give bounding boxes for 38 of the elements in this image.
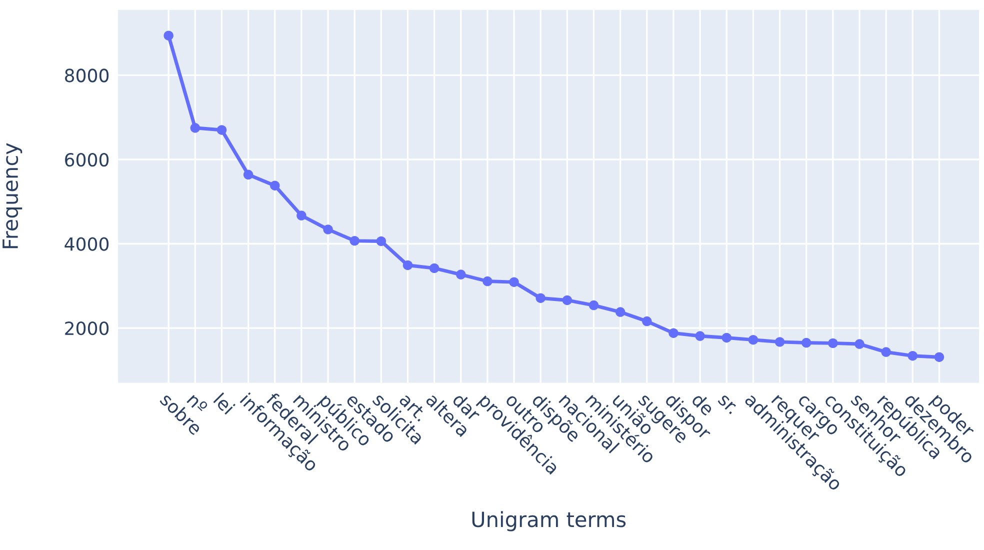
point: [588, 300, 599, 310]
x-axis-title: Unigram terms: [472, 511, 626, 532]
point: [748, 334, 758, 345]
point: [881, 347, 891, 357]
point: [774, 337, 785, 347]
point: [509, 277, 519, 287]
x-tick-label: lei: [213, 392, 236, 415]
point: [243, 170, 254, 180]
point: [482, 276, 492, 286]
point: [536, 293, 546, 303]
point: [190, 123, 200, 133]
point: [562, 295, 572, 306]
y-tick-label: 4000: [64, 237, 109, 251]
point: [722, 332, 732, 343]
point: [376, 236, 386, 246]
y-tick-label: 2000: [65, 321, 109, 336]
point: [615, 307, 626, 317]
point: [828, 338, 838, 348]
point: [642, 316, 652, 326]
point: [323, 224, 333, 234]
x-tick-label: sr.: [717, 394, 738, 414]
point: [296, 210, 306, 220]
point: [854, 339, 864, 349]
y-tick-label: 6000: [65, 152, 109, 167]
point: [164, 30, 174, 40]
point: [429, 263, 440, 274]
y-tick-label: 8000: [65, 68, 109, 82]
point: [801, 338, 812, 348]
point: [934, 352, 944, 362]
point: [216, 125, 227, 135]
point: [402, 260, 413, 270]
point: [908, 350, 918, 361]
point: [668, 328, 678, 338]
point: [350, 236, 360, 246]
point: [270, 180, 280, 190]
point: [695, 331, 705, 341]
y-axis-title: Frequency: [2, 143, 22, 248]
point: [456, 270, 466, 280]
